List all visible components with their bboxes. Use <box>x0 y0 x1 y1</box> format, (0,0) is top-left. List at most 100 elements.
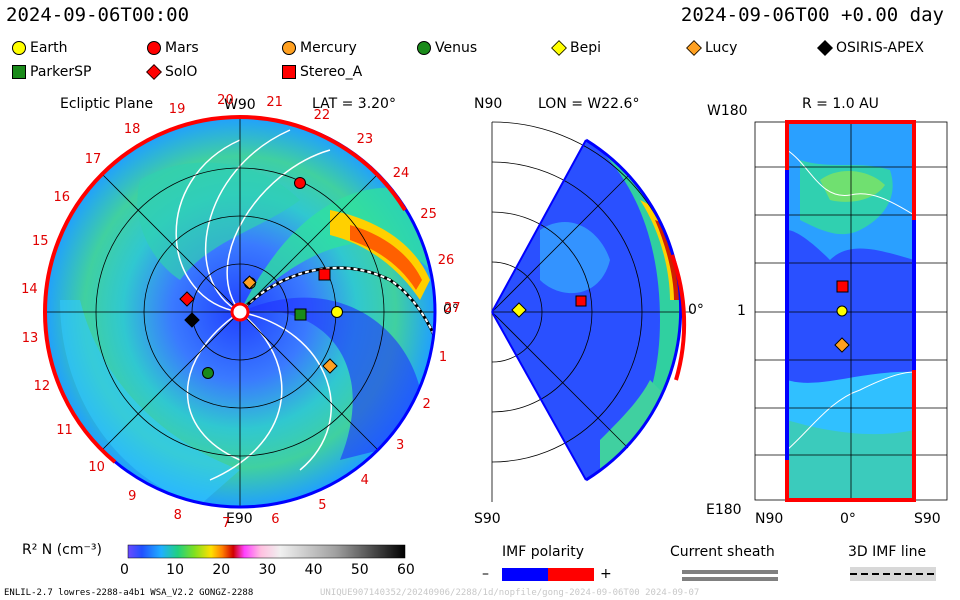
legend-item-mars: Mars <box>147 40 199 56</box>
carrington-label: 9 <box>128 488 137 504</box>
meridional-plane-panel <box>491 121 692 502</box>
carrington-label: 25 <box>420 206 437 222</box>
time-offset: 2024-09-06T00 +0.00 day <box>680 4 944 26</box>
carrington-label: 16 <box>53 189 71 205</box>
carrington-label: 8 <box>173 507 182 523</box>
colorbar-label: R² N (cm⁻³) <box>22 542 102 558</box>
ecliptic-top-label: W90 <box>224 97 256 113</box>
legend-item-lucy: Lucy <box>686 40 738 56</box>
legend-item-stereo-a: Stereo_A <box>282 64 362 80</box>
square-icon <box>12 65 26 79</box>
carrington-label: 20 <box>217 92 234 108</box>
venus-marker <box>202 367 214 379</box>
carrington-label: 19 <box>168 101 186 117</box>
current-sheath-swatch-2 <box>682 577 778 581</box>
carrington-label: 6 <box>271 512 280 528</box>
colorbar-tick: 0 <box>120 562 129 578</box>
legend-item-bepi: Bepi <box>551 40 601 56</box>
colorbar-tick: 20 <box>212 562 231 578</box>
osiris-apex-marker <box>184 312 200 328</box>
colorbar-tick: 30 <box>258 562 277 578</box>
current-sheath-swatch-1 <box>682 570 778 574</box>
legend-item-osiris-apex: OSIRIS-APEX <box>817 40 924 56</box>
stereo-a-marker-radius <box>836 280 849 293</box>
radius-panel <box>754 120 948 502</box>
sun-icon <box>230 302 250 322</box>
carrington-label: 11 <box>56 422 73 438</box>
legend-item-parkersp: ParkerSP <box>12 64 91 80</box>
carrington-label: 1 <box>438 350 448 366</box>
lucy-sc-marker <box>242 275 257 290</box>
carrington-label: 12 <box>33 378 51 394</box>
carrington-label: 23 <box>356 132 374 148</box>
radius-top-label: W180 <box>707 103 748 119</box>
imf-polarity-title: IMF polarity <box>502 544 585 560</box>
legend-item-mercury: Mercury <box>282 40 357 56</box>
carrington-label: 24 <box>392 165 410 181</box>
legend-label: SolO <box>165 64 198 80</box>
legend-label: OSIRIS-APEX <box>836 40 924 56</box>
legend-label: Venus <box>435 40 478 56</box>
colorbar-tick: 50 <box>350 562 369 578</box>
carrington-label: 17 <box>84 151 102 167</box>
carrington-label: 4 <box>360 472 369 488</box>
legend-label: ParkerSP <box>30 64 92 80</box>
carrington-label: 15 <box>31 233 49 249</box>
radius-x-left: N90 <box>755 511 784 527</box>
imf-plus-label: + <box>600 566 612 582</box>
circle-icon <box>147 41 161 55</box>
circle-icon <box>12 41 26 55</box>
legend-label: Mars <box>165 40 199 56</box>
solo-marker <box>179 291 195 307</box>
legend-label: Stereo_A <box>300 64 363 80</box>
colorbar-tick: 10 <box>166 562 184 578</box>
carrington-label: 18 <box>123 121 141 137</box>
legend-item-solo: SolO <box>146 64 198 80</box>
radius-x-mid: 0° <box>840 511 856 527</box>
radius-x-right: S90 <box>914 511 941 527</box>
legend-item-venus: Venus <box>417 40 477 56</box>
imf-positive-swatch <box>548 568 594 581</box>
imf-minus-label: – <box>482 566 489 582</box>
density-colorbar <box>127 544 406 559</box>
carrington-label: 13 <box>21 331 39 347</box>
earth-marker-radius <box>836 305 848 317</box>
stereo-a-marker <box>318 268 331 281</box>
imf-negative-swatch <box>502 568 548 581</box>
circle-icon <box>282 41 296 55</box>
legend-item-earth: Earth <box>12 40 68 56</box>
bepi-marker-meridional <box>511 302 527 318</box>
model-footer: ENLIL-2.7 lowres-2288-a4b1 WSA_V2.2 GONG… <box>4 588 254 598</box>
mars-marker <box>294 177 306 189</box>
ecliptic-title: Ecliptic Plane <box>60 96 154 112</box>
carrington-label: 7 <box>222 515 231 531</box>
imf-line-swatch-bg <box>850 567 936 581</box>
legend-label: Lucy <box>705 40 738 56</box>
meridional-bottom-label: S90 <box>474 511 501 527</box>
legend-label: Earth <box>30 40 68 56</box>
carrington-label: 3 <box>396 438 405 454</box>
carrington-label: 26 <box>437 252 455 268</box>
colorbar-tick: 60 <box>397 562 415 578</box>
earth-marker <box>331 306 343 318</box>
lucy-marker-radius <box>834 337 850 353</box>
circle-icon <box>417 41 431 55</box>
carrington-label: 5 <box>318 497 327 513</box>
ecliptic-lat: LAT = 3.20° <box>312 96 396 112</box>
run-id-footer: UNIQUE907140352/20240906/2288/1d/nopfile… <box>320 588 700 598</box>
carrington-label: 27 <box>443 301 461 317</box>
meridional-top-label: N90 <box>474 96 503 112</box>
timestamp: 2024-09-06T00:00 <box>6 4 190 26</box>
lucy-marker <box>322 358 338 374</box>
imf-line-title: 3D IMF line <box>848 544 927 560</box>
meridional-right-label: 0° <box>688 302 704 318</box>
carrington-label: 10 <box>88 459 105 475</box>
ecliptic-right-label: 0° <box>443 302 459 318</box>
ecliptic-plane-panel <box>42 115 437 509</box>
radius-bottom-label: E180 <box>706 502 742 518</box>
colorbar-tick: 40 <box>304 562 323 578</box>
ecliptic-bottom-label: E90 <box>226 511 253 527</box>
stereo-a-marker-meridional <box>575 295 587 307</box>
legend-label: Bepi <box>570 40 601 56</box>
